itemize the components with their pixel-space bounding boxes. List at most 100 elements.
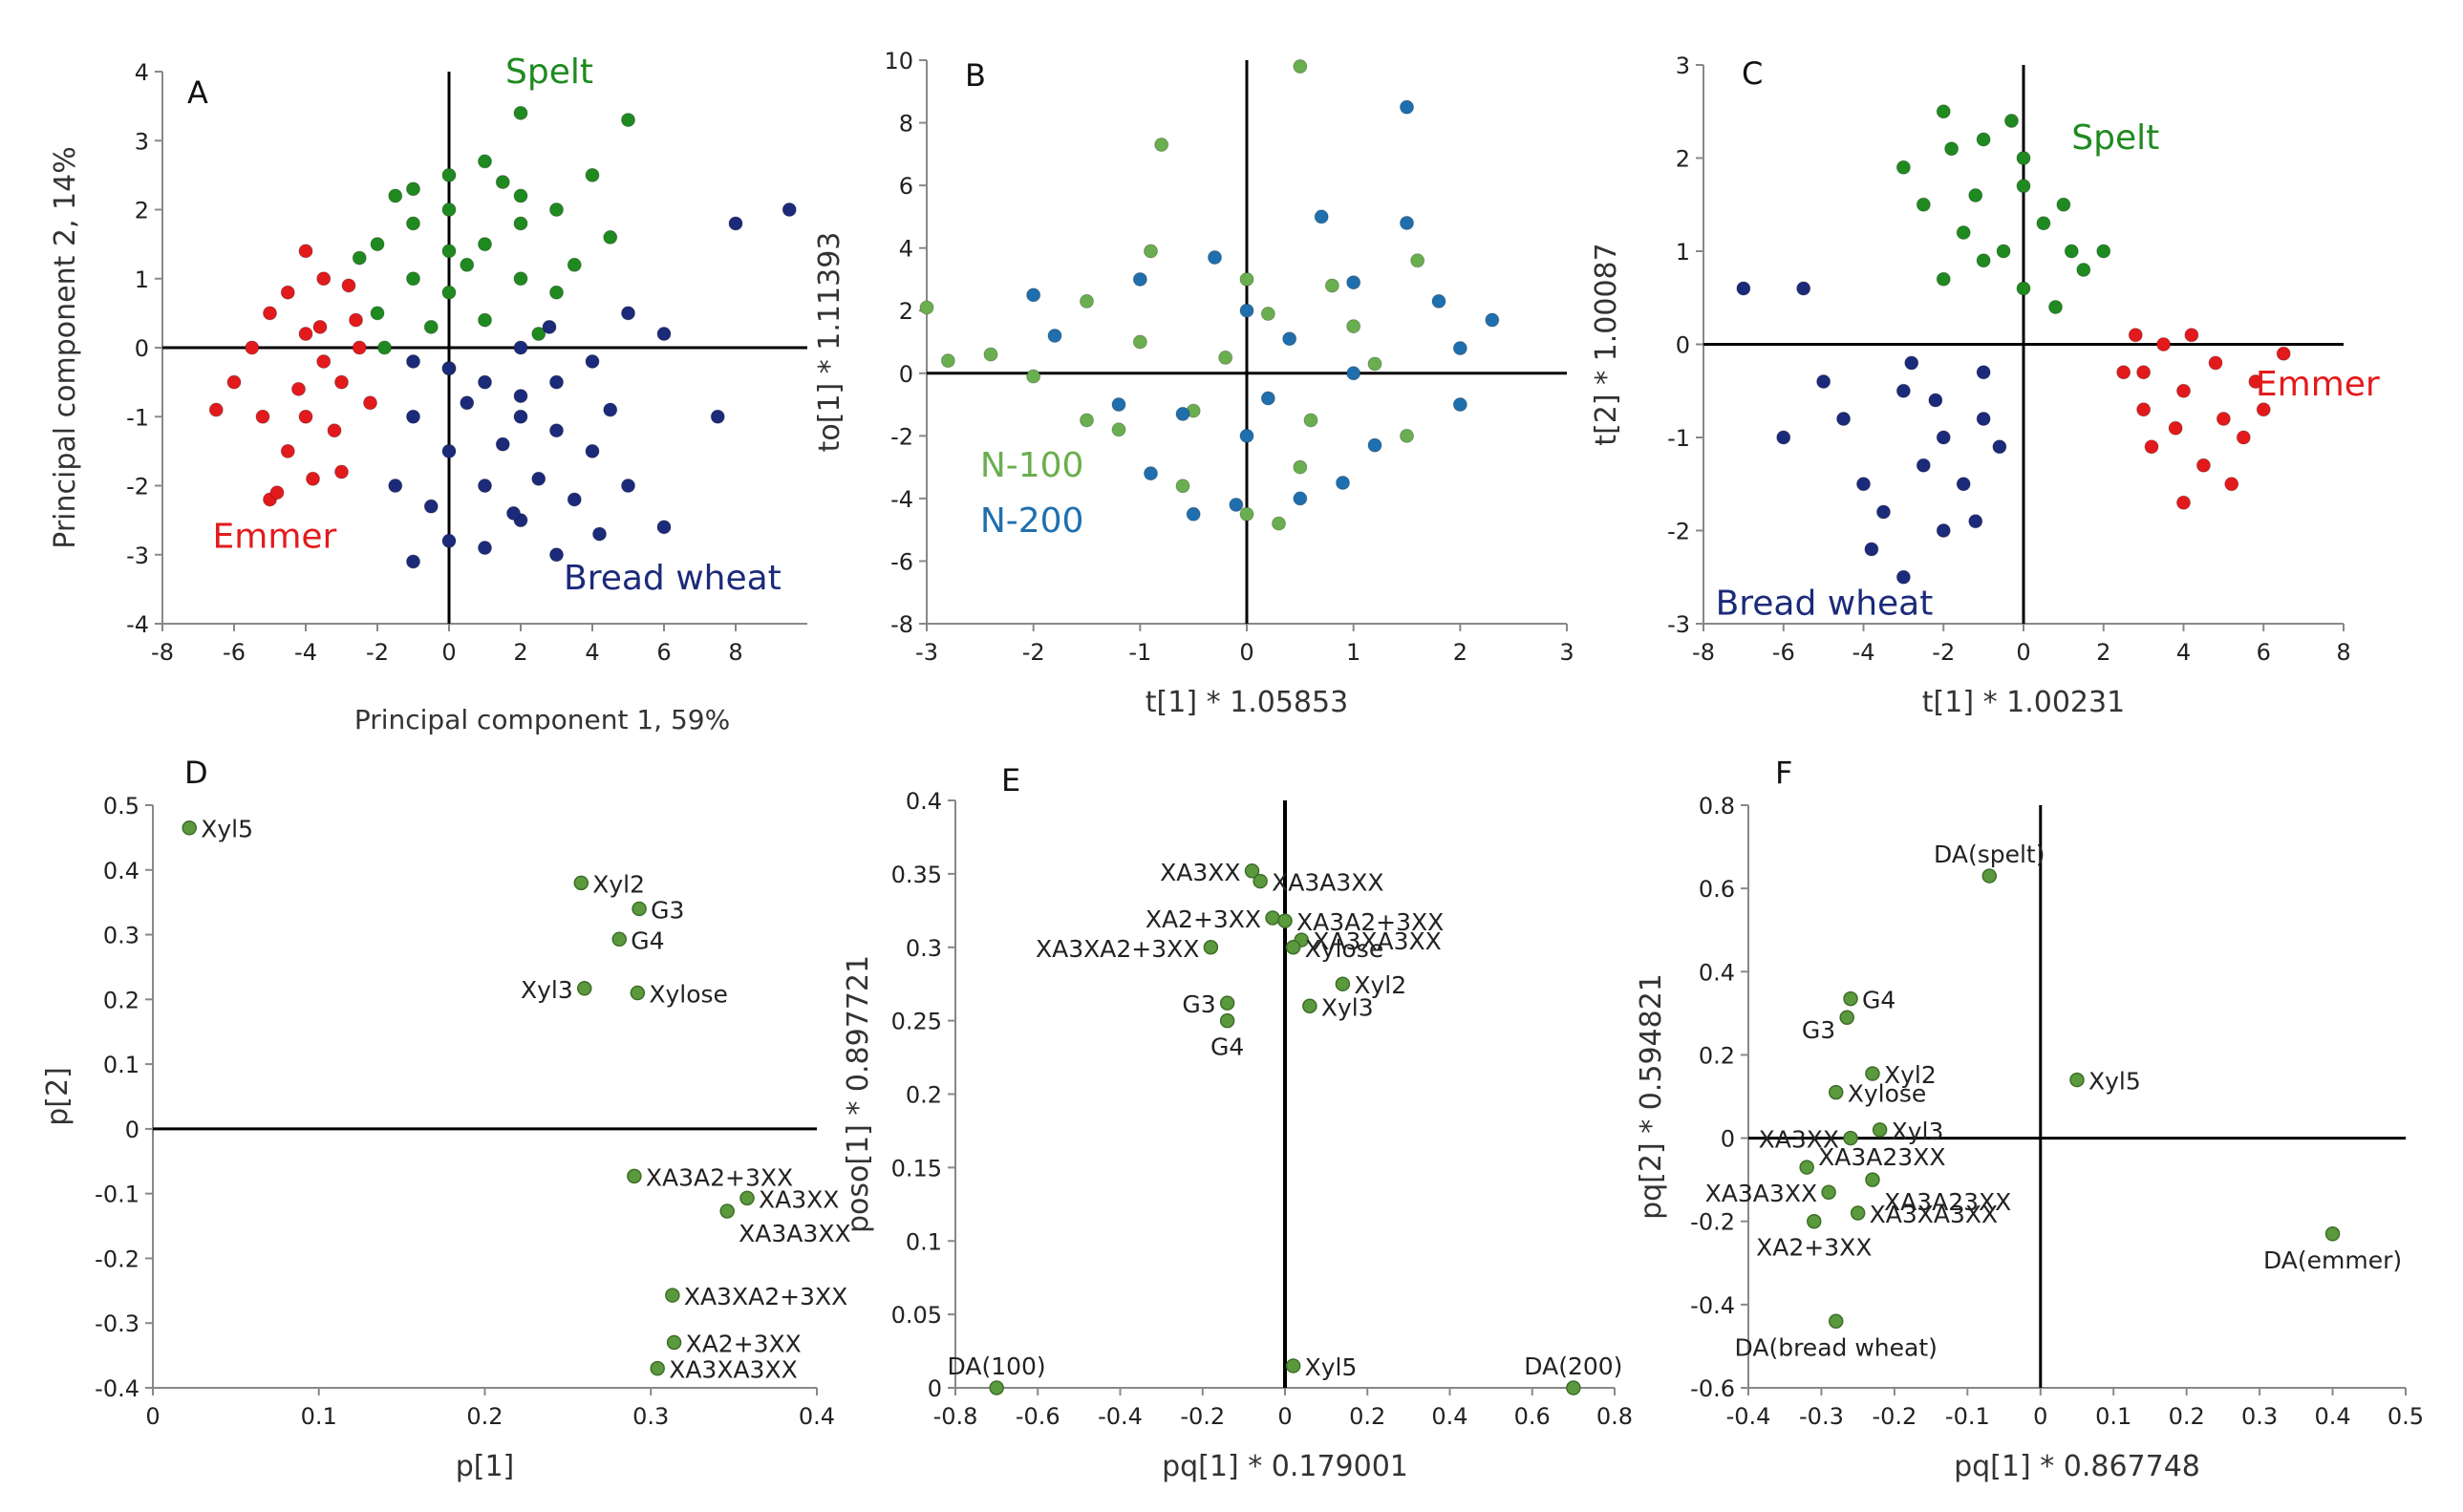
panel-b-point-n200	[1239, 428, 1254, 443]
panel-a-group-label-emmer: Emmer	[213, 518, 337, 557]
panel-b-point-n100	[940, 353, 955, 369]
panel-f-x-tick-label: -0.4	[1726, 1403, 1771, 1430]
panel-d-loading-point	[739, 1190, 755, 1206]
panel-f-x-tick-label: 0.4	[2314, 1403, 2350, 1430]
panel-c-point-spelt	[1916, 197, 1931, 212]
panel-a-point-bread	[441, 443, 457, 458]
panel-e-x-tick-label: -0.4	[1098, 1403, 1143, 1430]
panel-a-point-bread	[513, 409, 528, 424]
panel-d-loading-label: Xyl2	[592, 870, 645, 898]
panel-c-y-tick-label: 1	[1676, 239, 1690, 266]
panel-c-x-tick-label: 2	[2096, 639, 2110, 666]
panel-f-loading-point	[1807, 1213, 1822, 1229]
panel-b-point-n100	[919, 300, 934, 315]
panel-a-x-tick-label: -2	[366, 639, 389, 666]
panel-c-point-emmer	[2128, 328, 2143, 343]
panel-a-point-bread	[406, 554, 420, 569]
panel-a-x-tick-label: -6	[223, 639, 246, 666]
panel-d-loading-point	[573, 875, 589, 891]
panel-b-point-n200	[1229, 497, 1244, 512]
panel-a-point-bread	[506, 505, 521, 521]
panel-e-letter: E	[1001, 762, 1020, 799]
panel-d-y-tick-label: 0.5	[103, 793, 139, 820]
panel-e-loading-point	[1302, 998, 1317, 1013]
panel-a-point-spelt	[585, 167, 600, 182]
panel-a-point-spelt	[531, 327, 546, 342]
panel-a-point-emmer	[255, 409, 270, 424]
panel-a-point-spelt	[495, 175, 510, 190]
panel-e-loading-label: G3	[1182, 990, 1215, 1018]
panel-a-point-emmer	[208, 402, 224, 417]
panel-a-point-emmer	[298, 244, 313, 259]
panel-e-y-tick-label: 0.2	[906, 1082, 942, 1109]
panel-d-loading-label: XA2+3XX	[686, 1331, 802, 1358]
panel-a-point-bread	[549, 547, 564, 563]
panel-b-point-n100	[983, 347, 998, 362]
panel-a-point-spelt	[370, 306, 385, 321]
panel-a-point-spelt	[423, 319, 439, 334]
panel-c-point-bread	[1904, 355, 1919, 371]
panel-b-point-n200	[1314, 209, 1329, 224]
panel-d-y-tick-label: 0.1	[103, 1052, 139, 1078]
panel-b-point-n100	[1144, 244, 1158, 259]
panel-c-point-bread	[1916, 458, 1931, 473]
panel-f-x-tick-label: -0.1	[1945, 1403, 1990, 1430]
panel-e-loading-point	[1265, 910, 1280, 926]
panel-f-loading-point	[1843, 1130, 1858, 1146]
panel-d-loading-label: Xyl5	[201, 816, 253, 843]
panel-f-loading-label: XA3A3XX	[1705, 1180, 1817, 1207]
panel-b-point-n100	[1111, 422, 1126, 437]
panel-a-point-emmer	[263, 306, 277, 321]
panel-f-loading-label: XA3XX	[1759, 1126, 1839, 1154]
panel-a-point-bread	[549, 374, 564, 390]
panel-a-point-spelt	[352, 250, 367, 266]
panel-a-point-emmer	[269, 485, 285, 500]
panel-c-x-tick-label: 6	[2257, 639, 2271, 666]
panel-a-point-bread	[495, 437, 510, 452]
panel-c-point-emmer	[2176, 495, 2191, 510]
panel-c-point-bread	[1968, 514, 1983, 529]
panel-a-point-bread	[388, 479, 403, 493]
panel-f-loading-point	[2324, 1226, 2341, 1242]
panel-b-point-n100	[1410, 253, 1425, 268]
panel-b-point-n100	[1218, 350, 1233, 365]
panel-c-y-tick-label: 3	[1676, 53, 1690, 79]
panel-f-loading-label: Xyl3	[1892, 1118, 1944, 1145]
panel-a-point-emmer	[349, 312, 363, 328]
panel-a-point-spelt	[460, 257, 475, 272]
panel-f-y-tick-label: -0.6	[1690, 1375, 1735, 1402]
panel-a-point-emmer	[327, 423, 342, 438]
panel-b-point-n200	[1293, 491, 1308, 506]
panel-c-point-emmer	[2216, 412, 2231, 426]
panel-d-y-tick-label: -0.3	[95, 1310, 139, 1337]
panel-c-point-emmer	[2248, 374, 2263, 389]
panel-f-y-tick-label: 0.8	[1699, 793, 1735, 820]
panel-a-point-bread	[513, 340, 528, 355]
panel-a-point-bread	[656, 327, 672, 342]
panel-b-point-n200	[1346, 275, 1361, 290]
panel-e-x-tick-label: 0.6	[1514, 1403, 1551, 1430]
panel-f-loading-label: Xylose	[1848, 1080, 1927, 1108]
panel-a-point-spelt	[621, 113, 635, 128]
panel-c-point-emmer	[2144, 439, 2159, 455]
panel-f-loading-point	[1865, 1172, 1880, 1187]
panel-e-loading-point	[1285, 1358, 1301, 1374]
panel-b-x-tick-label: -3	[915, 639, 938, 666]
panel-a-point-bread	[592, 526, 607, 542]
panel-c-x-tick-label: -6	[1772, 639, 1795, 666]
panel-c-point-bread	[1976, 412, 1991, 426]
panel-a-point-spelt	[513, 105, 528, 120]
panel-b-point-n200	[1452, 397, 1467, 413]
panel-a-x-tick-label: 8	[728, 639, 742, 666]
panel-f-loading-point	[1839, 1010, 1854, 1025]
panel-c-x-axis-title: t[1] * 1.00231	[1922, 686, 2125, 719]
panel-b-y-tick-label: 4	[899, 236, 913, 263]
panel-c-x-tick-label: -2	[1932, 639, 1955, 666]
panel-b-point-n100	[1303, 413, 1318, 428]
panel-d-loading-label: XA3A3XX	[739, 1220, 850, 1247]
panel-b-point-n100	[1080, 413, 1094, 428]
panel-e-y-tick-label: 0.4	[906, 788, 942, 815]
panel-c-point-bread	[1992, 439, 2007, 455]
panel-d-y-tick-label: 0.2	[103, 987, 139, 1013]
panel-a-point-emmer	[334, 464, 349, 479]
